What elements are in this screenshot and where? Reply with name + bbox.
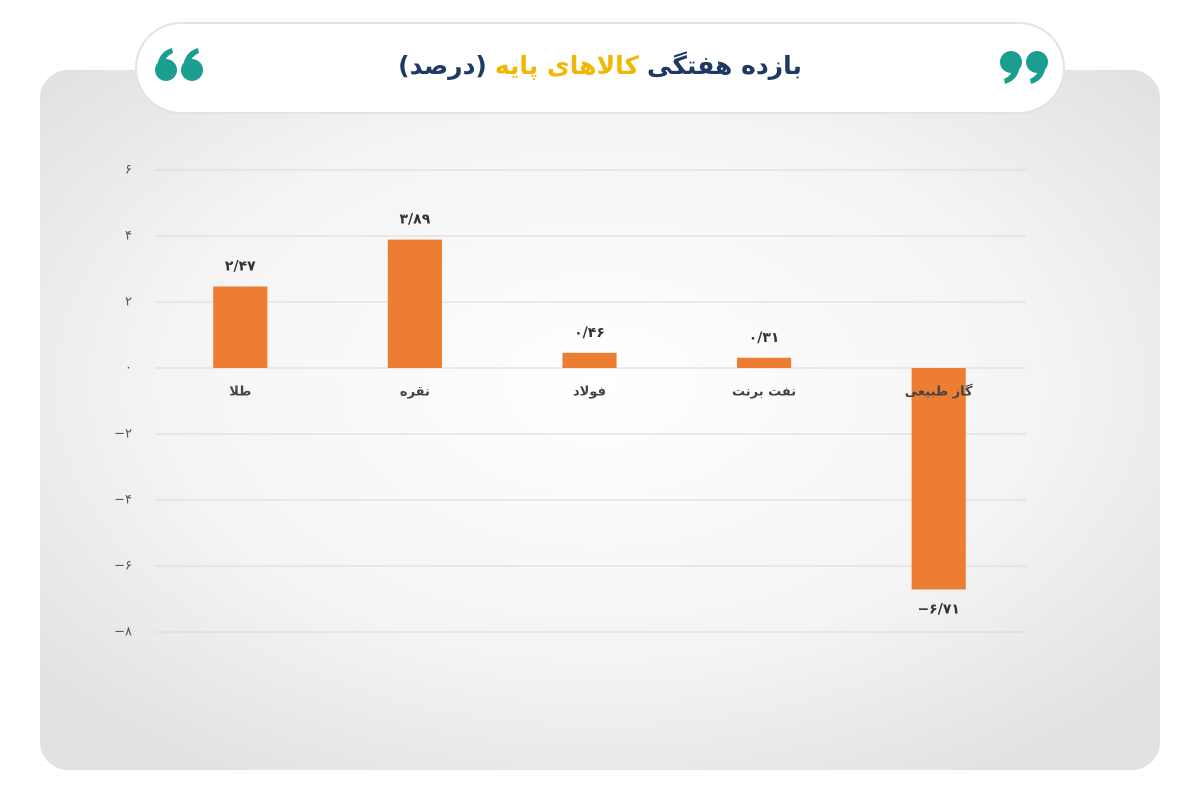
bar [387, 239, 442, 368]
x-tick-label: نقره [400, 385, 430, 400]
y-tick-label: ۴ [125, 229, 132, 244]
y-tick-label: −۴ [114, 493, 132, 508]
y-tick-label: −۲ [114, 427, 132, 442]
value-label: −۶/۷۱ [917, 601, 959, 617]
y-tick-label: −۸ [114, 625, 132, 640]
title-part: (درصد) [398, 50, 487, 80]
y-tick-label: ۰ [125, 361, 132, 376]
header-pill [135, 22, 1065, 114]
y-tick-label: ۶ [125, 163, 132, 178]
value-label: ۲/۴۷ [225, 258, 256, 274]
bar [562, 352, 617, 368]
bar [737, 357, 792, 368]
bar [911, 368, 966, 590]
y-tick-label: −۶ [114, 559, 132, 574]
panel [40, 70, 1160, 770]
title-part: بازده هفتگی [647, 50, 802, 80]
chart-title: بازده هفتگی کالاهای پایه (درصد) [135, 40, 1065, 90]
x-tick-label: گاز طبیعی [905, 384, 973, 400]
bar [213, 286, 268, 368]
value-label: ۰/۳۱ [749, 330, 780, 346]
x-tick-label: فولاد [573, 385, 606, 400]
quote-left [155, 48, 203, 81]
value-label: ۳/۸۹ [400, 212, 431, 228]
x-tick-label: نفت برنت [732, 385, 796, 400]
x-tick-label: طلا [229, 385, 251, 400]
y-tick-label: ۲ [125, 295, 132, 310]
value-label: ۰/۴۶ [574, 325, 605, 341]
title-highlight: کالاهای پایه [494, 50, 640, 80]
plot-area: ۶ ۴ ۲ ۰ −۲ −۴ −۶ −۸ طلا ۲/۴۷ نقره ۳/۸۹ فولاد ۰/۴۶ نفت … [114, 163, 1026, 640]
quote-right [1000, 51, 1048, 84]
